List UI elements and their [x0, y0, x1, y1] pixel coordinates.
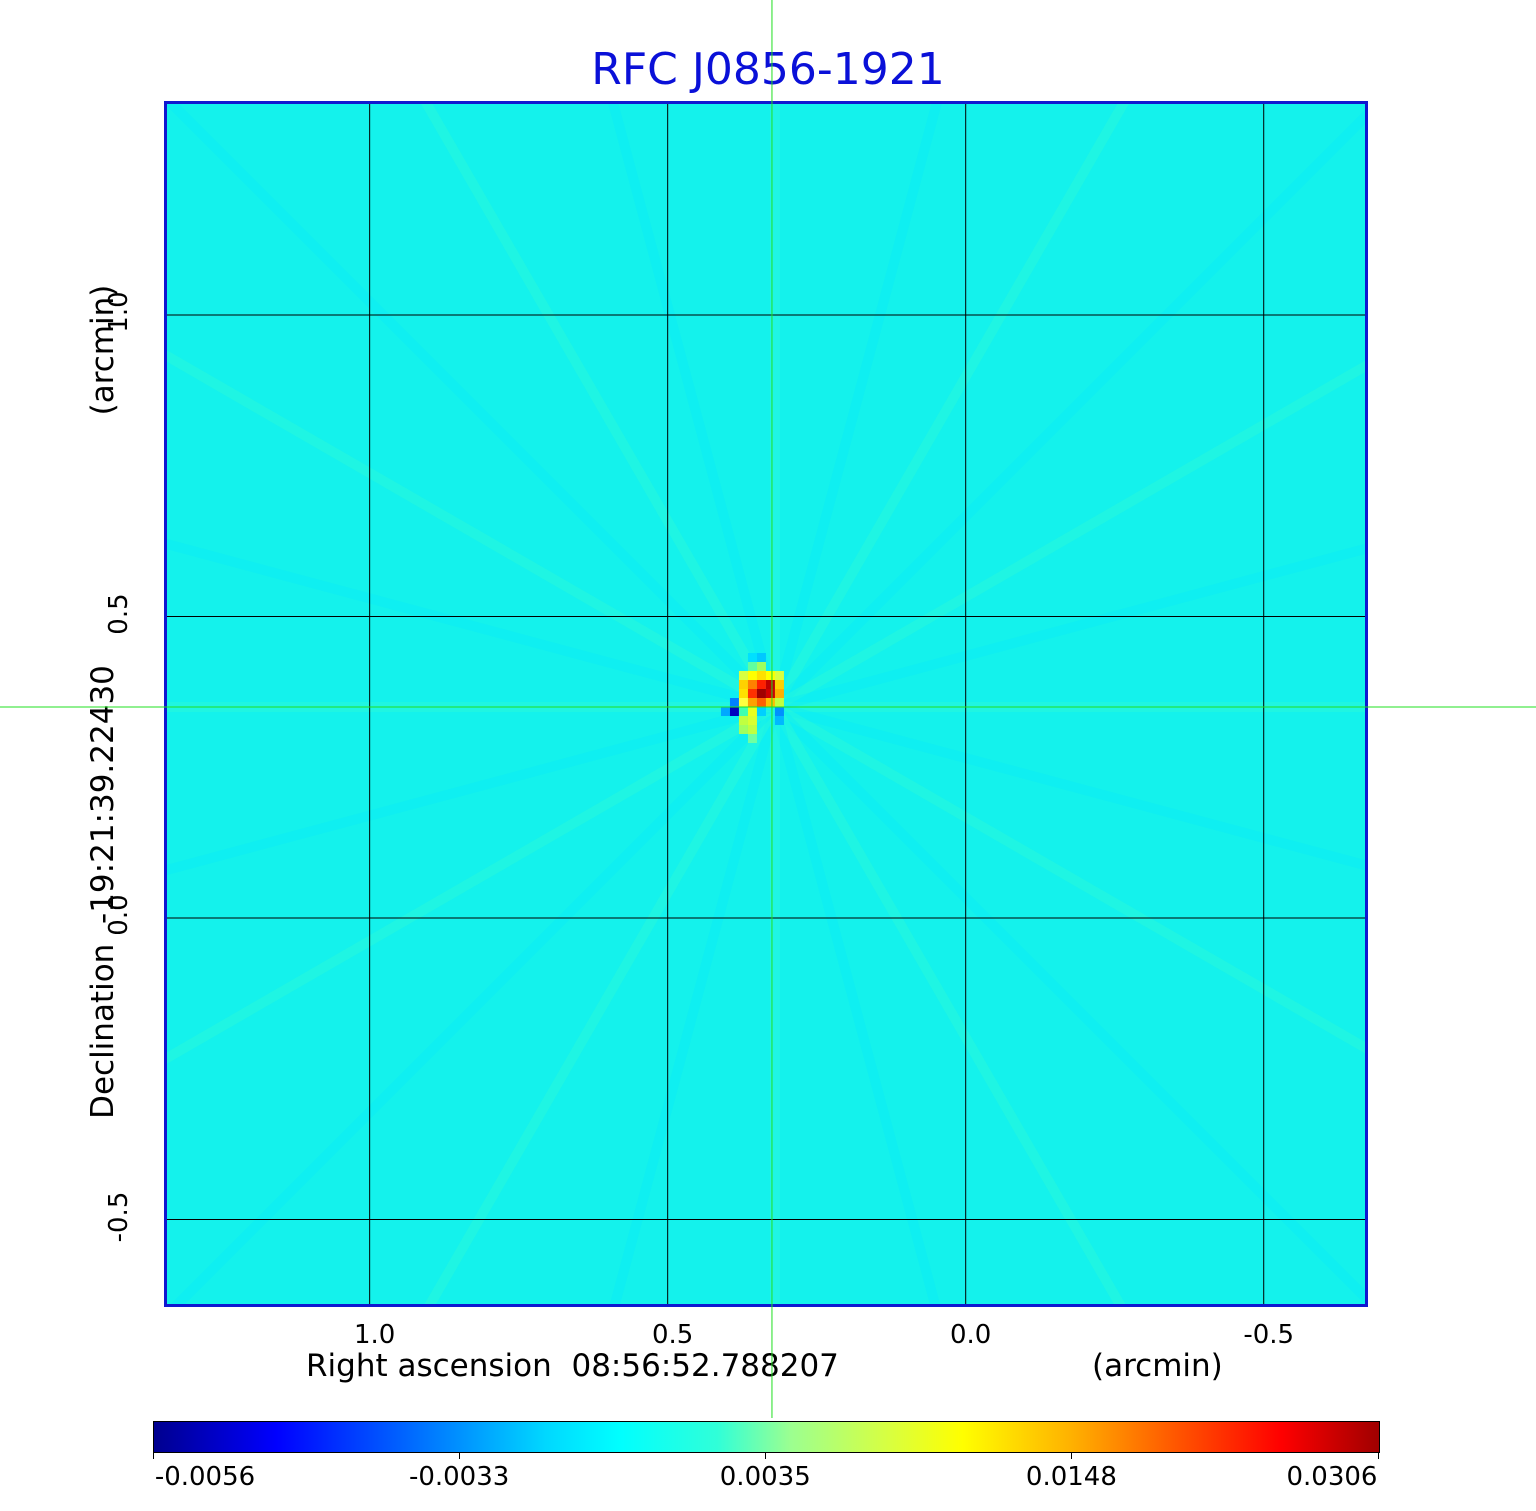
source-pixel: [738, 725, 748, 734]
colorbar-tick: [1071, 1453, 1073, 1459]
sidelobe-streak: [773, 702, 1365, 871]
x-tick-label: -0.5: [1243, 1320, 1295, 1350]
sidelobe-streak: [421, 104, 780, 710]
source-pixel: [738, 680, 748, 689]
y-tick-label: -0.5: [104, 1191, 134, 1242]
source-pixel: [774, 716, 784, 725]
source-pixel: [738, 707, 748, 716]
sidelobe-streak: [772, 360, 1365, 712]
source-pixel: [765, 689, 775, 698]
source-pixel: [765, 671, 775, 680]
source-pixel: [747, 689, 757, 698]
source-pixel: [720, 707, 730, 716]
sidelobe-streak: [608, 104, 780, 709]
chart-title: RFC J0856-1921: [591, 44, 945, 95]
sidelobe-streak: [167, 350, 778, 712]
sidelobe-streak: [770, 104, 1129, 710]
source-pixel: [765, 680, 775, 689]
source-pixel: [729, 698, 739, 707]
source-pixel: [747, 716, 757, 725]
source-pixel: [756, 653, 766, 662]
source-pixel: [756, 698, 766, 707]
source-pixel: [774, 671, 784, 680]
colorbar-label: -0.0033: [408, 1462, 510, 1492]
source-pixel: [747, 662, 757, 671]
colorbar-label: -0.0056: [154, 1462, 256, 1492]
x-axis-unit: (arcmin): [1092, 1348, 1223, 1384]
x-tick-label: 1.0: [353, 1320, 396, 1350]
source-pixel: [747, 725, 757, 734]
sidelobe-streak: [170, 703, 779, 1304]
source-pixel: [738, 689, 748, 698]
source-pixel: [756, 680, 766, 689]
source-pixel: [738, 698, 748, 707]
colorbar-label: 0.0148: [1025, 1462, 1117, 1492]
source-pixel: [747, 734, 757, 743]
x-tick-label: 0.0: [950, 1320, 992, 1350]
sidelobe-streak: [772, 702, 1365, 1054]
sidelobe-streak: [770, 104, 942, 709]
source-pixel: [756, 662, 766, 671]
colorbar-label: 0.0035: [719, 1462, 811, 1492]
source-pixel: [729, 707, 739, 716]
sidelobe-streak: [770, 704, 1126, 1304]
sidelobe-streak: [773, 543, 1365, 712]
sidelobe-streak: [771, 109, 1365, 711]
y-tick-label: 0.5: [104, 592, 134, 635]
source-pixel: [774, 698, 784, 707]
source-pixel: [747, 698, 757, 707]
y-axis-label: Declination -19:21:39.22430: [85, 665, 121, 1119]
sidelobe-streak: [609, 705, 780, 1304]
source-pixel: [747, 680, 757, 689]
colorbar: [153, 1421, 1380, 1453]
plot-area: [164, 101, 1368, 1307]
y-axis-unit: (arcmin): [85, 284, 121, 416]
colorbar-tick: [1377, 1453, 1379, 1459]
colorbar-tick: [153, 1453, 154, 1459]
heatmap-image: [167, 104, 1365, 1304]
x-axis-label: Right ascension 08:56:52.788207: [306, 1348, 839, 1384]
source-pixel: [738, 716, 748, 725]
source-pixel: [747, 671, 757, 680]
source-pixel: [756, 671, 766, 680]
source-pixel: [747, 707, 757, 716]
colorbar-label: 0.0306: [1286, 1462, 1378, 1492]
source-pixel: [774, 707, 784, 716]
colorbar-tick: [765, 1453, 767, 1459]
sidelobe-streak: [771, 703, 1365, 1304]
source-pixel: [756, 707, 766, 716]
source-pixel: [738, 671, 748, 680]
source-pixel: [756, 689, 766, 698]
source-pixel: [765, 698, 775, 707]
sidelobe-streak: [167, 702, 777, 876]
sidelobe-streak: [167, 104, 779, 711]
source-pixel: [774, 680, 784, 689]
sidelobe-streak: [167, 702, 778, 1064]
source-pixel: [774, 689, 784, 698]
sidelobe-streak: [770, 705, 941, 1304]
colorbar-tick: [459, 1453, 461, 1459]
source-pixel: [747, 653, 757, 662]
sidelobe-streak: [424, 704, 780, 1304]
sidelobe-streak: [167, 538, 777, 712]
x-tick-label: 0.5: [651, 1320, 694, 1350]
